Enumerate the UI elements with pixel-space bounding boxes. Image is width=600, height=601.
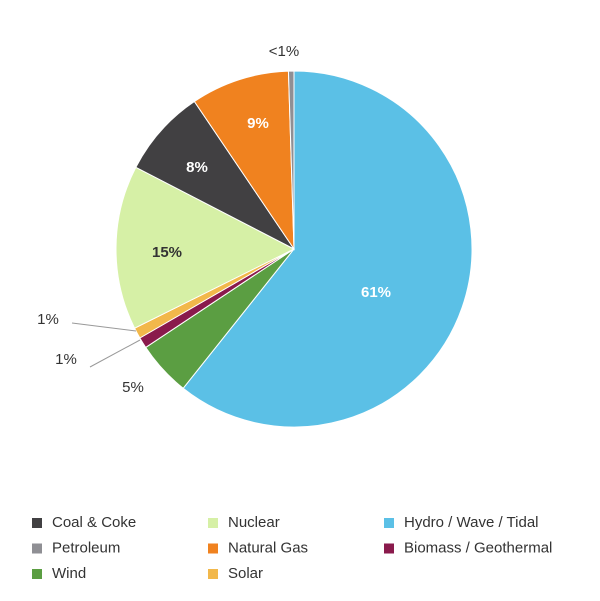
legend-label: Solar [228, 565, 263, 582]
legend-swatch [208, 543, 218, 554]
slice-label: 61% [361, 284, 391, 301]
legend-swatch [32, 569, 42, 579]
slice-label: 1% [37, 311, 59, 328]
slice-label: 1% [55, 351, 77, 368]
slice-label: 8% [186, 159, 208, 176]
pie-slice [115, 166, 296, 329]
legend-swatch [32, 518, 42, 528]
legend-label: Nuclear [228, 514, 280, 531]
slice-label: 5% [122, 379, 144, 396]
legend-label: Biomass / Geothermal [404, 539, 552, 556]
legend-label: Petroleum [52, 539, 120, 556]
slice-label: <1% [269, 43, 299, 60]
slice-label: 15% [152, 244, 182, 261]
legend-label: Wind [52, 565, 86, 582]
pie-slice [182, 70, 473, 428]
pie-slice [287, 70, 295, 250]
legend-label: Natural Gas [228, 539, 308, 556]
legend-label: Hydro / Wave / Tidal [404, 514, 539, 531]
leader-line [71, 322, 137, 332]
slice-label: 9% [247, 115, 269, 132]
legend-swatch [32, 543, 42, 554]
legend-label: Coal & Coke [52, 514, 136, 531]
legend-swatch [384, 543, 394, 554]
legend-swatch [208, 569, 218, 579]
legend-swatch [384, 518, 394, 528]
pie-slice [193, 70, 295, 251]
pie-slice [135, 100, 295, 250]
leader-line [89, 339, 141, 368]
legend-swatch [208, 518, 218, 528]
